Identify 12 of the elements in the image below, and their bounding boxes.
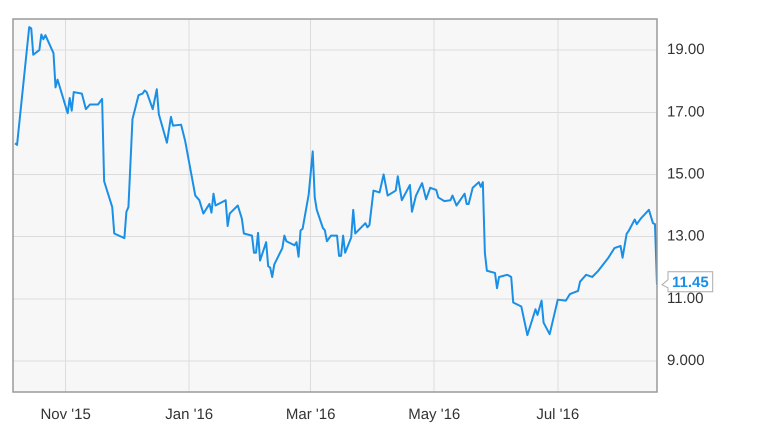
x-tick-label: Jan '16 xyxy=(165,406,214,424)
x-tick-label: Nov '15 xyxy=(40,406,91,424)
y-tick-label: 19.00 xyxy=(667,41,705,58)
x-tick-label: Jul '16 xyxy=(536,406,580,424)
annotation: 11.45 xyxy=(672,274,709,291)
y-tick-label: 9.000 xyxy=(667,352,705,370)
y-tick-label: 15.00 xyxy=(667,166,705,183)
x-tick-label: Mar '16 xyxy=(286,406,336,424)
x-tick-label: May '16 xyxy=(408,406,460,424)
y-tick-label: 11.00 xyxy=(667,290,704,307)
y-tick-label: 13.00 xyxy=(667,228,705,245)
y-tick-label: 17.00 xyxy=(667,103,705,120)
